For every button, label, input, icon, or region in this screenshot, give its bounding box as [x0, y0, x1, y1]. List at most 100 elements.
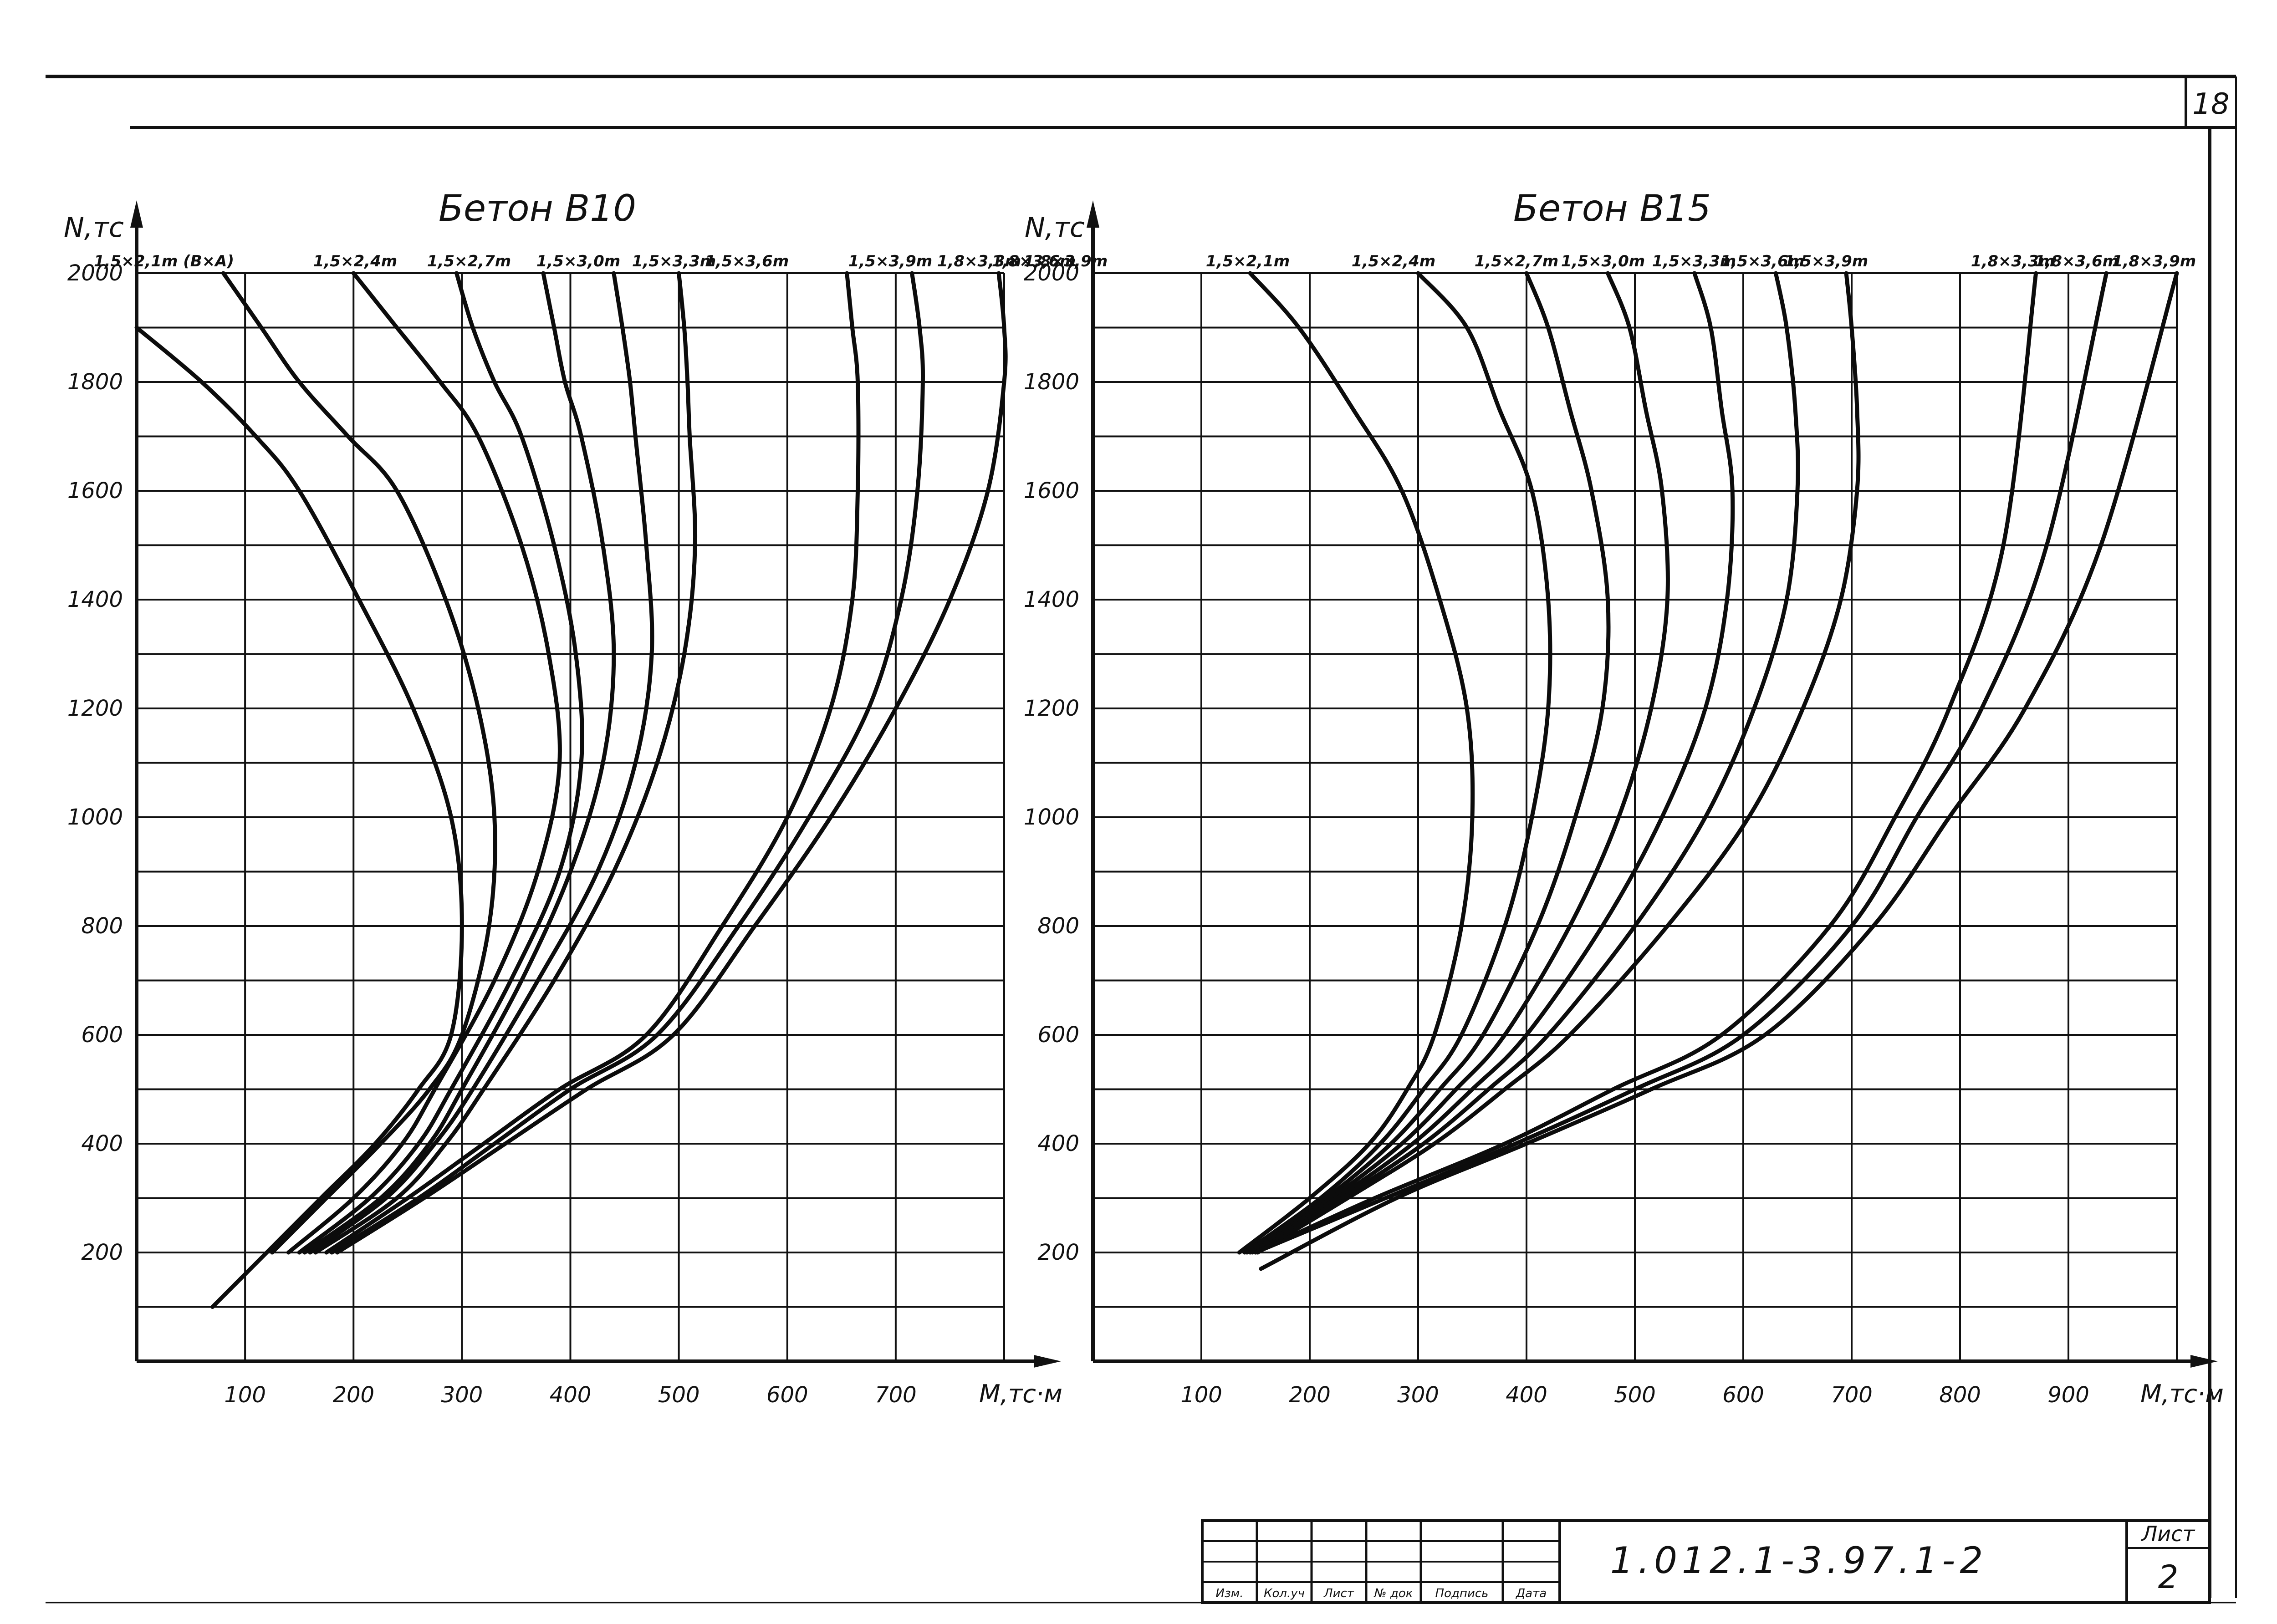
curve-1-5-3-6m: [1253, 271, 1800, 1255]
curve-1-5-2-7m: [286, 271, 562, 1255]
curve-label-1-8-3-9m: 1,8×3,9m: [2112, 252, 2196, 270]
y-tick-label: 2000: [67, 260, 123, 286]
y-tick-label: 1800: [67, 369, 123, 395]
x-tick-label: 200: [1289, 1382, 1331, 1408]
curve-1-8-3-9m: [1259, 271, 2179, 1271]
sheet-label: Лист: [2141, 1522, 2195, 1546]
y-tick-label: 800: [81, 913, 123, 939]
revision-column-header: Дата: [1516, 1587, 1547, 1600]
y-tick-label: 1400: [1024, 587, 1079, 612]
curve-1-5-3-3m: [1250, 271, 1735, 1255]
curve-1-8-3-9m: [335, 271, 1008, 1255]
revision-column-header: № док: [1373, 1587, 1413, 1600]
x-tick-label: 700: [875, 1382, 917, 1408]
curve-1-5-3-6m: [308, 271, 654, 1255]
curve-1-5-3-0m: [297, 271, 584, 1255]
curve-label-1-5-3-3m: 1,5×3,3m: [1652, 252, 1736, 270]
y-tick-label: 200: [81, 1240, 123, 1265]
x-tick-label: 100: [224, 1382, 266, 1408]
x-tick-label: 400: [1506, 1382, 1547, 1408]
x-tick-label: 900: [2047, 1382, 2089, 1408]
y-axis-label: N,тс: [64, 212, 124, 244]
curve-label-1-5-2-1m: 1,5×2,1m: [1206, 252, 1290, 270]
x-tick-label: 700: [1831, 1382, 1873, 1408]
x-axis-label: M,тс·м: [2140, 1380, 2224, 1408]
y-tick-label: 1000: [1024, 804, 1079, 830]
curve-label-1-5-3-6m: 1,5×3,6m: [705, 252, 789, 270]
y-tick-label: 1200: [1024, 696, 1079, 721]
y-axis-arrow: [130, 200, 143, 228]
curve-1-5-2-4m: [221, 271, 497, 1255]
x-tick-label: 500: [658, 1382, 700, 1408]
curve-label-1-5-3-0m: 1,5×3,0m: [536, 252, 620, 270]
y-tick-label: 600: [81, 1022, 123, 1048]
curve-label-1-5-2-1m-b-a: 1,5×2,1m (B×A): [94, 252, 234, 270]
x-axis-label: M,тс·м: [979, 1380, 1062, 1408]
curve-label-1-5-3-9m: 1,5×3,9m: [848, 252, 932, 270]
curve-1-5-3-9m: [313, 271, 698, 1255]
x-tick-label: 400: [550, 1382, 592, 1408]
curve-label-1-5-3-3m: 1,5×3,3m: [632, 252, 716, 270]
y-tick-label: 200: [1037, 1240, 1079, 1265]
y-axis-label: N,тс: [1025, 212, 1085, 244]
curve-1-5-3-0m: [1248, 271, 1670, 1255]
curve-1-5-2-1m-b-a: [134, 326, 464, 1309]
title-block: Изм. Кол.уч Лист № док Подпись Дата 1.012.1-3…: [1201, 1519, 2211, 1604]
title-block-revision-table: Изм. Кол.уч Лист № док Подпись Дата: [1201, 1521, 1561, 1603]
chart-title: Бетон В10: [439, 187, 636, 229]
curve-1-5-2-7m: [1245, 271, 1611, 1255]
curve-label-1-5-2-7m: 1,5×2,7m: [1475, 252, 1558, 270]
y-tick-label: 1800: [1024, 369, 1079, 395]
curve-label-1-5-2-4m: 1,5×2,4m: [313, 252, 397, 270]
curve-label-1-8-3-6m: 1,8×3,6m: [992, 252, 1076, 270]
revision-column-header: Изм.: [1215, 1587, 1243, 1600]
curve-label-1-5-3-0m: 1,5×3,0m: [1561, 252, 1645, 270]
x-tick-label: 600: [766, 1382, 808, 1408]
curve-label-1-5-3-9m: 1,5×3,9m: [1784, 252, 1868, 270]
curve-label-1-5-2-7m: 1,5×2,7m: [427, 252, 511, 270]
curve-label-1-8-3-3m: 1,8×3,3m: [1971, 252, 2055, 270]
revision-column-header: Подпись: [1435, 1587, 1489, 1600]
curve-1-8-3-6m: [330, 271, 925, 1255]
curve-1-5-3-9m: [1256, 271, 1861, 1255]
x-tick-label: 600: [1722, 1382, 1764, 1408]
y-tick-label: 2000: [1024, 260, 1079, 286]
y-tick-label: 1200: [67, 696, 123, 721]
x-tick-label: 300: [441, 1382, 483, 1408]
y-tick-label: 1600: [67, 478, 123, 504]
x-tick-label: 300: [1397, 1382, 1439, 1408]
curve-1-8-3-6m: [1253, 271, 2109, 1255]
curve-1-5-2-4m: [1242, 271, 1552, 1255]
y-tick-label: 600: [1037, 1022, 1079, 1048]
curve-label-1-8-3-3m: 1,8×3,3m: [937, 252, 1021, 270]
y-tick-label: 1600: [1024, 478, 1079, 504]
curve-1-8-3-3m: [1253, 271, 2038, 1255]
x-tick-label: 800: [1939, 1382, 1981, 1408]
x-tick-label: 100: [1180, 1382, 1222, 1408]
x-tick-label: 200: [332, 1382, 374, 1408]
curve-1-5-3-3m: [302, 271, 616, 1255]
y-tick-label: 800: [1037, 913, 1079, 939]
chart-beton-b15: Бетон В15 N,тс M,тс·м 100 200 300 400 500 600 700…: [1024, 187, 2224, 1408]
curve-1-8-3-3m: [324, 271, 861, 1255]
x-axis-arrow: [2190, 1355, 2218, 1368]
document-code: 1.012.1-3.97.1-2: [1610, 1539, 1987, 1582]
x-axis-arrow: [1034, 1355, 1061, 1368]
y-axis-arrow: [1087, 200, 1099, 228]
sheet-number: 18: [2192, 87, 2229, 121]
curve-label-1-5-3-6m: 1,5×3,6m: [1721, 252, 1804, 270]
chart-title: Бетон В15: [1513, 187, 1711, 229]
sheet-value: 2: [2158, 1558, 2179, 1596]
y-tick-label: 400: [81, 1131, 123, 1156]
y-tick-label: 400: [1037, 1131, 1079, 1156]
x-tick-label: 500: [1614, 1382, 1656, 1408]
revision-column-header: Лист: [1323, 1587, 1354, 1600]
y-tick-label: 1400: [67, 587, 123, 612]
chart-beton-b10: Бетон В10 N,тс M,тс·м 100 200 300 400 500 600 700…: [64, 187, 1108, 1408]
curve-label-1-5-2-4m: 1,5×2,4m: [1352, 252, 1435, 270]
y-tick-label: 1000: [67, 804, 123, 830]
revision-column-header: Кол.уч: [1264, 1587, 1305, 1600]
curve-label-1-8-3-6m: 1,8×3,6m: [2035, 252, 2119, 270]
